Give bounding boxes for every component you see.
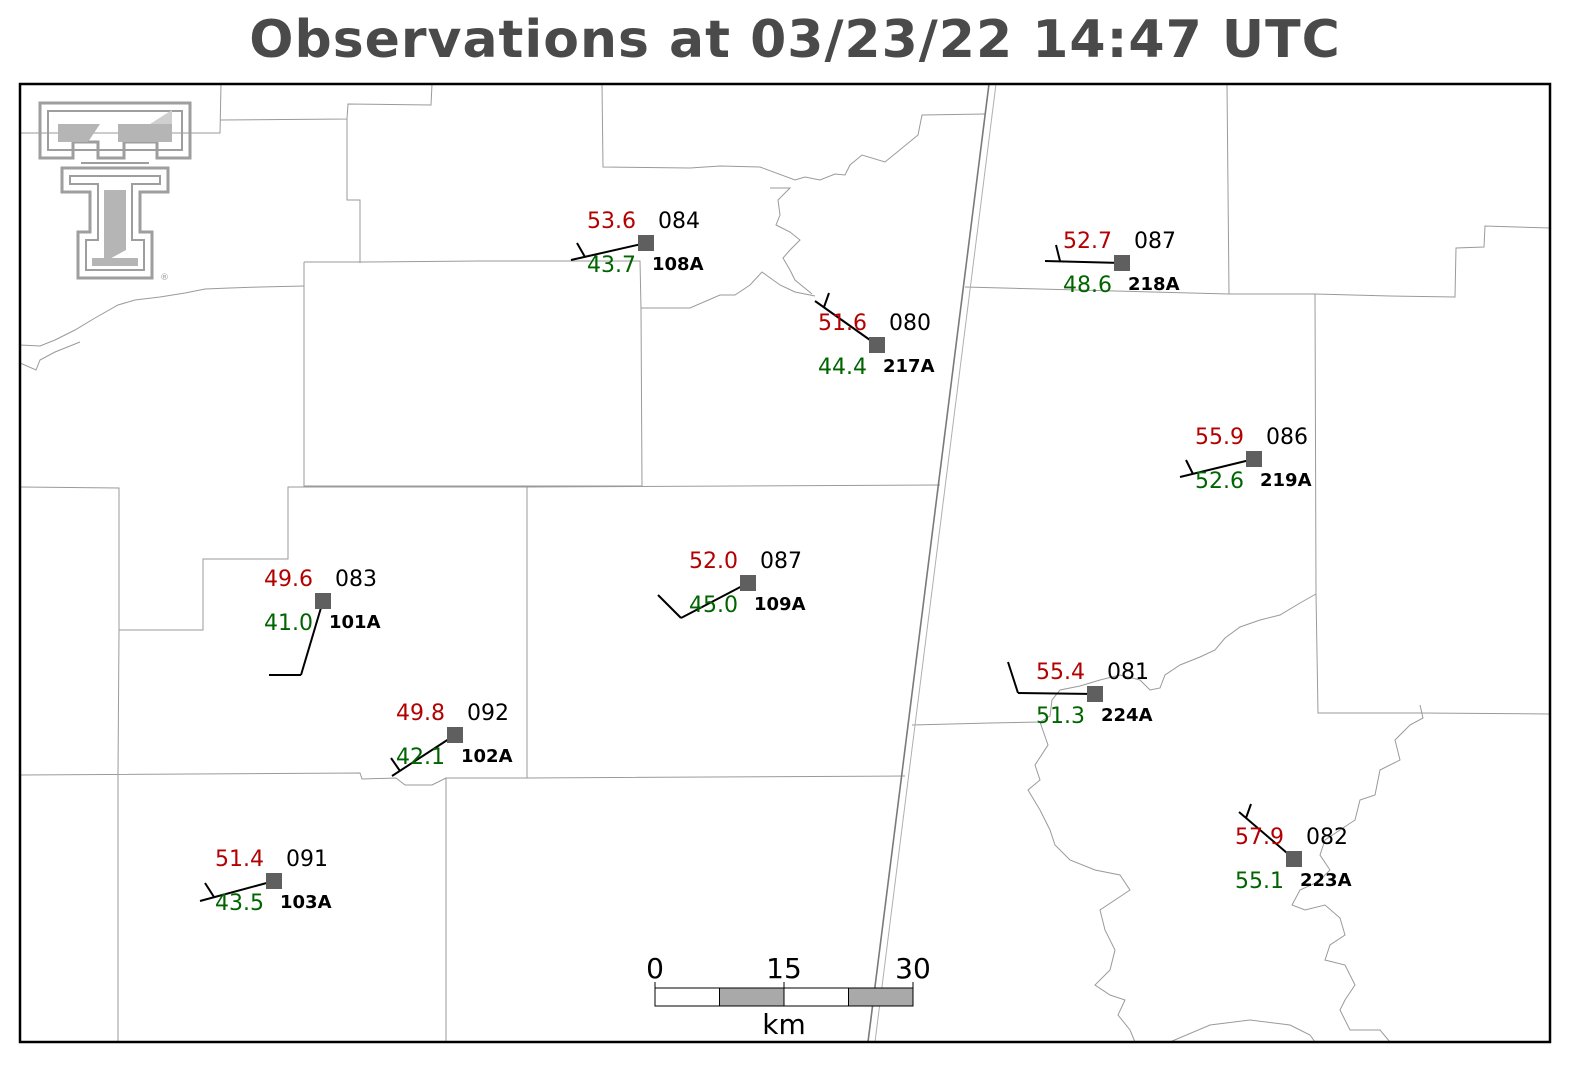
station-marker <box>1087 686 1103 702</box>
pressure-label: 092 <box>467 701 509 726</box>
scale-label-30: 30 <box>895 952 931 985</box>
wind-barb-flag <box>1185 459 1194 475</box>
wind-barb-flag <box>1245 803 1252 819</box>
wind-barb-shaft <box>391 734 456 777</box>
scale-unit: km <box>762 1008 806 1041</box>
wind-barb-flag <box>1055 244 1061 262</box>
scale-segment <box>654 987 720 1007</box>
temperature-label: 52.7 <box>1063 229 1112 254</box>
wind-barb-shaft <box>199 880 275 902</box>
station-plots: 53.6 084 43.7 108A 51.6 080 44.4 217A 52.7 087 48.… <box>199 209 1352 916</box>
dewpoint-label: 52.6 <box>1195 469 1244 494</box>
dewpoint-label: 44.4 <box>818 355 867 380</box>
registered-mark: ® <box>160 273 169 283</box>
pressure-label: 080 <box>889 311 931 336</box>
station-103A[interactable]: 51.4 091 43.5 103A <box>199 847 332 916</box>
dewpoint-label: 43.5 <box>215 891 264 916</box>
temperature-label: 51.4 <box>215 847 264 872</box>
wind-barb-flag <box>1007 661 1019 694</box>
dewpoint-label: 51.3 <box>1036 704 1085 729</box>
station-218A[interactable]: 52.7 087 48.6 218A <box>1044 229 1180 298</box>
station-marker <box>1246 451 1262 467</box>
pressure-label: 082 <box>1306 825 1348 850</box>
dewpoint-label: 42.1 <box>396 745 445 770</box>
pressure-label: 081 <box>1107 660 1149 685</box>
station-marker <box>447 727 463 743</box>
scale-segment <box>719 987 785 1007</box>
pressure-label: 091 <box>286 847 328 872</box>
wind-barb-flag <box>204 882 215 898</box>
station-101A[interactable]: 49.6 083 41.0 101A <box>264 567 381 676</box>
scale-segment <box>783 987 849 1007</box>
station-marker <box>869 337 885 353</box>
station-id-label: 223A <box>1300 870 1352 891</box>
station-id-label: 108A <box>652 254 704 275</box>
station-102A[interactable]: 49.8 092 42.1 102A <box>390 701 513 777</box>
wind-barb-shaft <box>1238 811 1295 860</box>
station-id-label: 217A <box>883 356 935 377</box>
station-marker <box>266 873 282 889</box>
station-id-label: 103A <box>280 892 332 913</box>
pressure-label: 087 <box>1134 229 1176 254</box>
dewpoint-label: 45.0 <box>689 593 738 618</box>
station-109A[interactable]: 52.0 087 45.0 109A <box>657 549 806 619</box>
station-marker <box>315 593 331 609</box>
temperature-label: 57.9 <box>1235 825 1284 850</box>
county-boundaries <box>20 84 1550 1042</box>
scale-label-15: 15 <box>766 952 802 985</box>
station-id-label: 102A <box>461 746 513 767</box>
station-217A[interactable]: 51.6 080 44.4 217A <box>814 292 935 380</box>
station-marker <box>740 575 756 591</box>
wind-barb-shaft <box>300 600 324 676</box>
station-id-label: 224A <box>1101 705 1153 726</box>
wind-barb-shaft <box>814 300 878 346</box>
map-frame <box>18 82 1552 1044</box>
station-108A[interactable]: 53.6 084 43.7 108A <box>570 209 704 278</box>
pressure-label: 083 <box>335 567 377 592</box>
temperature-label: 53.6 <box>587 209 636 234</box>
wind-barb-flag <box>823 292 830 308</box>
station-id-label: 219A <box>1260 470 1312 491</box>
station-219A[interactable]: 55.9 086 52.6 219A <box>1179 425 1312 494</box>
pressure-label: 086 <box>1266 425 1308 450</box>
wind-barb-shaft <box>1017 692 1096 695</box>
wind-barb-shaft <box>1044 260 1123 264</box>
temperature-label: 52.0 <box>689 549 738 574</box>
scale-bar: 0 15 30 km <box>646 952 931 1041</box>
station-223A[interactable]: 57.9 082 55.1 223A <box>1235 803 1352 894</box>
station-id-label: 218A <box>1128 274 1180 295</box>
temperature-label: 55.4 <box>1036 660 1085 685</box>
dewpoint-label: 43.7 <box>587 253 636 278</box>
station-224A[interactable]: 55.4 081 51.3 224A <box>1007 660 1153 729</box>
station-marker <box>1114 255 1130 271</box>
station-id-label: 109A <box>754 594 806 615</box>
temperature-label: 49.6 <box>264 567 313 592</box>
station-marker <box>638 235 654 251</box>
temperature-label: 55.9 <box>1195 425 1244 450</box>
pressure-label: 084 <box>658 209 700 234</box>
scale-label-0: 0 <box>646 952 664 985</box>
wind-barb-shaft <box>680 582 749 619</box>
wind-barb-flag <box>657 594 682 619</box>
texas-tech-double-t-logo <box>38 101 192 280</box>
station-marker <box>1286 851 1302 867</box>
scale-segment <box>848 987 914 1007</box>
pressure-label: 087 <box>760 549 802 574</box>
dewpoint-label: 55.1 <box>1235 869 1284 894</box>
dewpoint-label: 41.0 <box>264 611 313 636</box>
wind-barb-flag <box>390 757 401 772</box>
wind-barb-flag <box>576 242 586 258</box>
dewpoint-label: 48.6 <box>1063 273 1112 298</box>
wind-barb-shaft <box>570 242 647 261</box>
temperature-label: 51.6 <box>818 311 867 336</box>
map-title: Observations at 03/23/22 14:47 UTC <box>249 10 1341 70</box>
station-id-label: 101A <box>329 612 381 633</box>
temperature-label: 49.8 <box>396 701 445 726</box>
